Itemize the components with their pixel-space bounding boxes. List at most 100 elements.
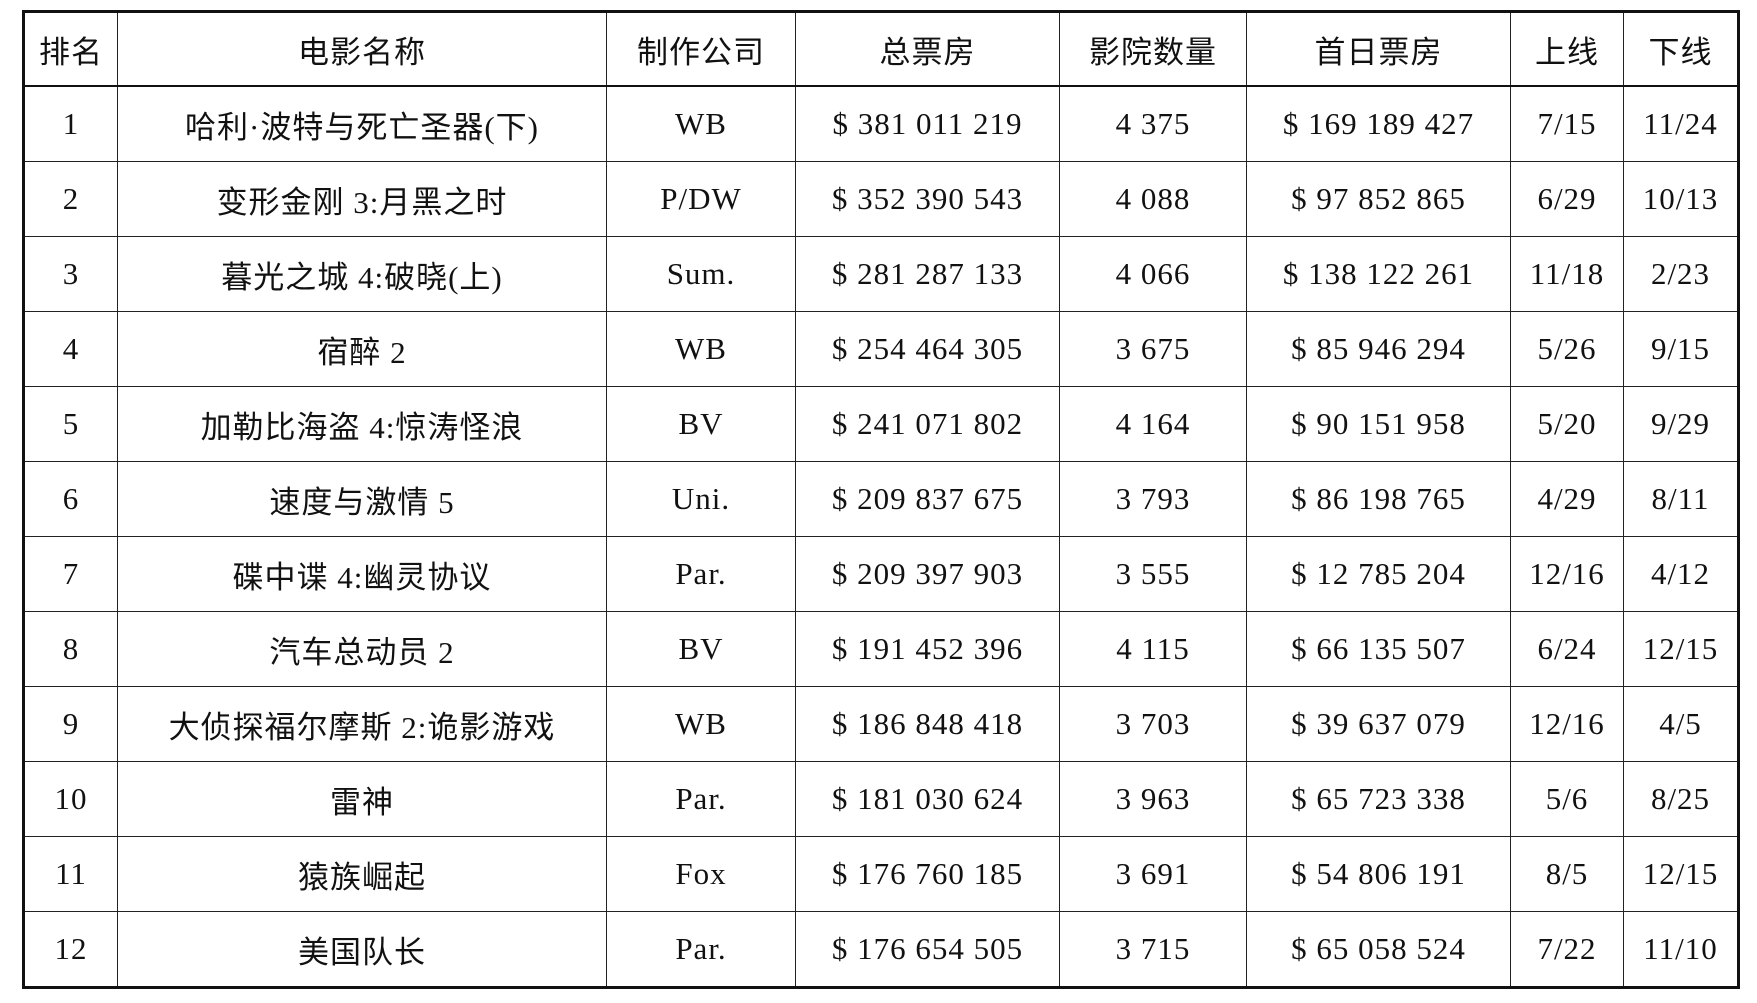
cell-total-gross: $ 209 397 903: [795, 536, 1060, 612]
cell-rank: 9: [23, 686, 118, 762]
cell-opening-day: $ 90 151 958: [1246, 386, 1511, 462]
cell-theaters: 3 963: [1059, 761, 1247, 837]
table-row: 12 美国队长 Par. $ 176 654 505 3 715 $ 65 058 524…: [23, 911, 1739, 988]
cell-studio: BV: [606, 611, 796, 687]
cell-rank: 3: [23, 236, 118, 312]
cell-close-date: 9/29: [1623, 386, 1739, 462]
table-row: 10 雷神 Par. $ 181 030 624 3 963 $ 65 723 338 5/…: [23, 761, 1739, 837]
cell-total-gross: $ 176 760 185: [795, 836, 1060, 912]
cell-title: 变形金刚 3:月黑之时: [117, 161, 607, 237]
cell-theaters: 4 375: [1059, 85, 1247, 162]
cell-open-date: 12/16: [1510, 536, 1624, 612]
cell-total-gross: $ 281 287 133: [795, 236, 1060, 312]
cell-opening-day: $ 66 135 507: [1246, 611, 1511, 687]
table-body: 1 哈利·波特与死亡圣器(下) WB $ 381 011 219 4 375 $ 169 …: [23, 85, 1739, 988]
header-close-date: 下线: [1623, 11, 1739, 87]
header-title: 电影名称: [117, 11, 607, 87]
table-row: 5 加勒比海盗 4:惊涛怪浪 BV $ 241 071 802 4 164 $ 90 15…: [23, 386, 1739, 462]
cell-total-gross: $ 352 390 543: [795, 161, 1060, 237]
cell-total-gross: $ 254 464 305: [795, 311, 1060, 387]
cell-open-date: 11/18: [1510, 236, 1624, 312]
cell-theaters: 3 555: [1059, 536, 1247, 612]
cell-rank: 10: [23, 761, 118, 837]
cell-studio: Par.: [606, 536, 796, 612]
cell-studio: Sum.: [606, 236, 796, 312]
header-total-gross: 总票房: [795, 11, 1060, 87]
cell-close-date: 4/5: [1623, 686, 1739, 762]
header-opening-day: 首日票房: [1246, 11, 1511, 87]
table-row: 1 哈利·波特与死亡圣器(下) WB $ 381 011 219 4 375 $ 169 …: [23, 85, 1739, 162]
cell-total-gross: $ 381 011 219: [795, 85, 1060, 162]
cell-open-date: 7/22: [1510, 911, 1624, 988]
cell-studio: WB: [606, 311, 796, 387]
cell-studio: BV: [606, 386, 796, 462]
table-row: 4 宿醉 2 WB $ 254 464 305 3 675 $ 85 946 294 5/2…: [23, 311, 1739, 387]
cell-theaters: 3 703: [1059, 686, 1247, 762]
cell-studio: WB: [606, 85, 796, 162]
cell-title: 碟中谍 4:幽灵协议: [117, 536, 607, 612]
cell-rank: 4: [23, 311, 118, 387]
cell-close-date: 8/11: [1623, 461, 1739, 537]
cell-open-date: 5/26: [1510, 311, 1624, 387]
cell-studio: Fox: [606, 836, 796, 912]
cell-theaters: 4 066: [1059, 236, 1247, 312]
cell-title: 宿醉 2: [117, 311, 607, 387]
cell-rank: 7: [23, 536, 118, 612]
cell-rank: 2: [23, 161, 118, 237]
cell-opening-day: $ 54 806 191: [1246, 836, 1511, 912]
cell-rank: 8: [23, 611, 118, 687]
cell-close-date: 11/24: [1623, 85, 1739, 162]
cell-studio: Par.: [606, 911, 796, 988]
cell-opening-day: $ 97 852 865: [1246, 161, 1511, 237]
cell-opening-day: $ 12 785 204: [1246, 536, 1511, 612]
cell-close-date: 11/10: [1623, 911, 1739, 988]
cell-open-date: 4/29: [1510, 461, 1624, 537]
header-rank: 排名: [23, 11, 118, 87]
cell-close-date: 9/15: [1623, 311, 1739, 387]
cell-open-date: 12/16: [1510, 686, 1624, 762]
cell-close-date: 12/15: [1623, 836, 1739, 912]
cell-open-date: 8/5: [1510, 836, 1624, 912]
cell-total-gross: $ 209 837 675: [795, 461, 1060, 537]
cell-total-gross: $ 186 848 418: [795, 686, 1060, 762]
cell-title: 猿族崛起: [117, 836, 607, 912]
table-row: 7 碟中谍 4:幽灵协议 Par. $ 209 397 903 3 555 $ 12 78…: [23, 536, 1739, 612]
cell-theaters: 4 115: [1059, 611, 1247, 687]
header-row: 排名 电影名称 制作公司 总票房 影院数量 首日票房 上线 下线: [23, 11, 1739, 87]
cell-title: 雷神: [117, 761, 607, 837]
header-studio: 制作公司: [606, 11, 796, 87]
cell-theaters: 3 691: [1059, 836, 1247, 912]
header-open-date: 上线: [1510, 11, 1624, 87]
header-theaters: 影院数量: [1059, 11, 1247, 87]
box-office-table: 排名 电影名称 制作公司 总票房 影院数量 首日票房 上线 下线 1 哈利·波特与死亡圣器(下)…: [22, 10, 1740, 989]
cell-studio: Uni.: [606, 461, 796, 537]
cell-close-date: 12/15: [1623, 611, 1739, 687]
cell-close-date: 8/25: [1623, 761, 1739, 837]
cell-opening-day: $ 138 122 261: [1246, 236, 1511, 312]
cell-rank: 1: [23, 85, 118, 162]
cell-theaters: 3 715: [1059, 911, 1247, 988]
cell-title: 暮光之城 4:破晓(上): [117, 236, 607, 312]
cell-opening-day: $ 65 723 338: [1246, 761, 1511, 837]
cell-title: 大侦探福尔摩斯 2:诡影游戏: [117, 686, 607, 762]
cell-total-gross: $ 176 654 505: [795, 911, 1060, 988]
table-row: 9 大侦探福尔摩斯 2:诡影游戏 WB $ 186 848 418 3 703 $ 39 …: [23, 686, 1739, 762]
cell-rank: 5: [23, 386, 118, 462]
cell-studio: WB: [606, 686, 796, 762]
cell-studio: P/DW: [606, 161, 796, 237]
cell-title: 速度与激情 5: [117, 461, 607, 537]
cell-studio: Par.: [606, 761, 796, 837]
cell-open-date: 7/15: [1510, 85, 1624, 162]
cell-close-date: 2/23: [1623, 236, 1739, 312]
cell-opening-day: $ 169 189 427: [1246, 85, 1511, 162]
table-row: 3 暮光之城 4:破晓(上) Sum. $ 281 287 133 4 066 $ 138…: [23, 236, 1739, 312]
table-row: 2 变形金刚 3:月黑之时 P/DW $ 352 390 543 4 088 $ 97 8…: [23, 161, 1739, 237]
cell-total-gross: $ 181 030 624: [795, 761, 1060, 837]
cell-title: 加勒比海盗 4:惊涛怪浪: [117, 386, 607, 462]
cell-theaters: 4 088: [1059, 161, 1247, 237]
cell-title: 美国队长: [117, 911, 607, 988]
cell-title: 汽车总动员 2: [117, 611, 607, 687]
cell-theaters: 3 793: [1059, 461, 1247, 537]
cell-rank: 6: [23, 461, 118, 537]
cell-rank: 11: [23, 836, 118, 912]
